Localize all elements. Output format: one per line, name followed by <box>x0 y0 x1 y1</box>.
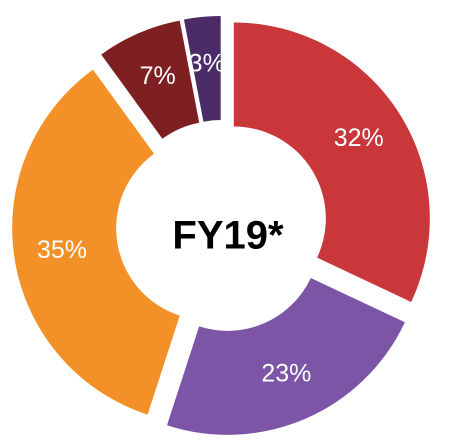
slices <box>12 16 430 435</box>
data-label: 32% <box>334 124 384 152</box>
data-label: 35% <box>37 236 87 264</box>
slice <box>233 22 430 302</box>
center-title: FY19* <box>172 214 284 258</box>
slice <box>166 278 405 435</box>
data-label: 3% <box>189 49 225 77</box>
data-label: 7% <box>140 62 176 90</box>
slice <box>183 16 221 122</box>
slice <box>12 69 180 415</box>
slice <box>101 20 200 139</box>
data-label: 23% <box>261 359 311 387</box>
